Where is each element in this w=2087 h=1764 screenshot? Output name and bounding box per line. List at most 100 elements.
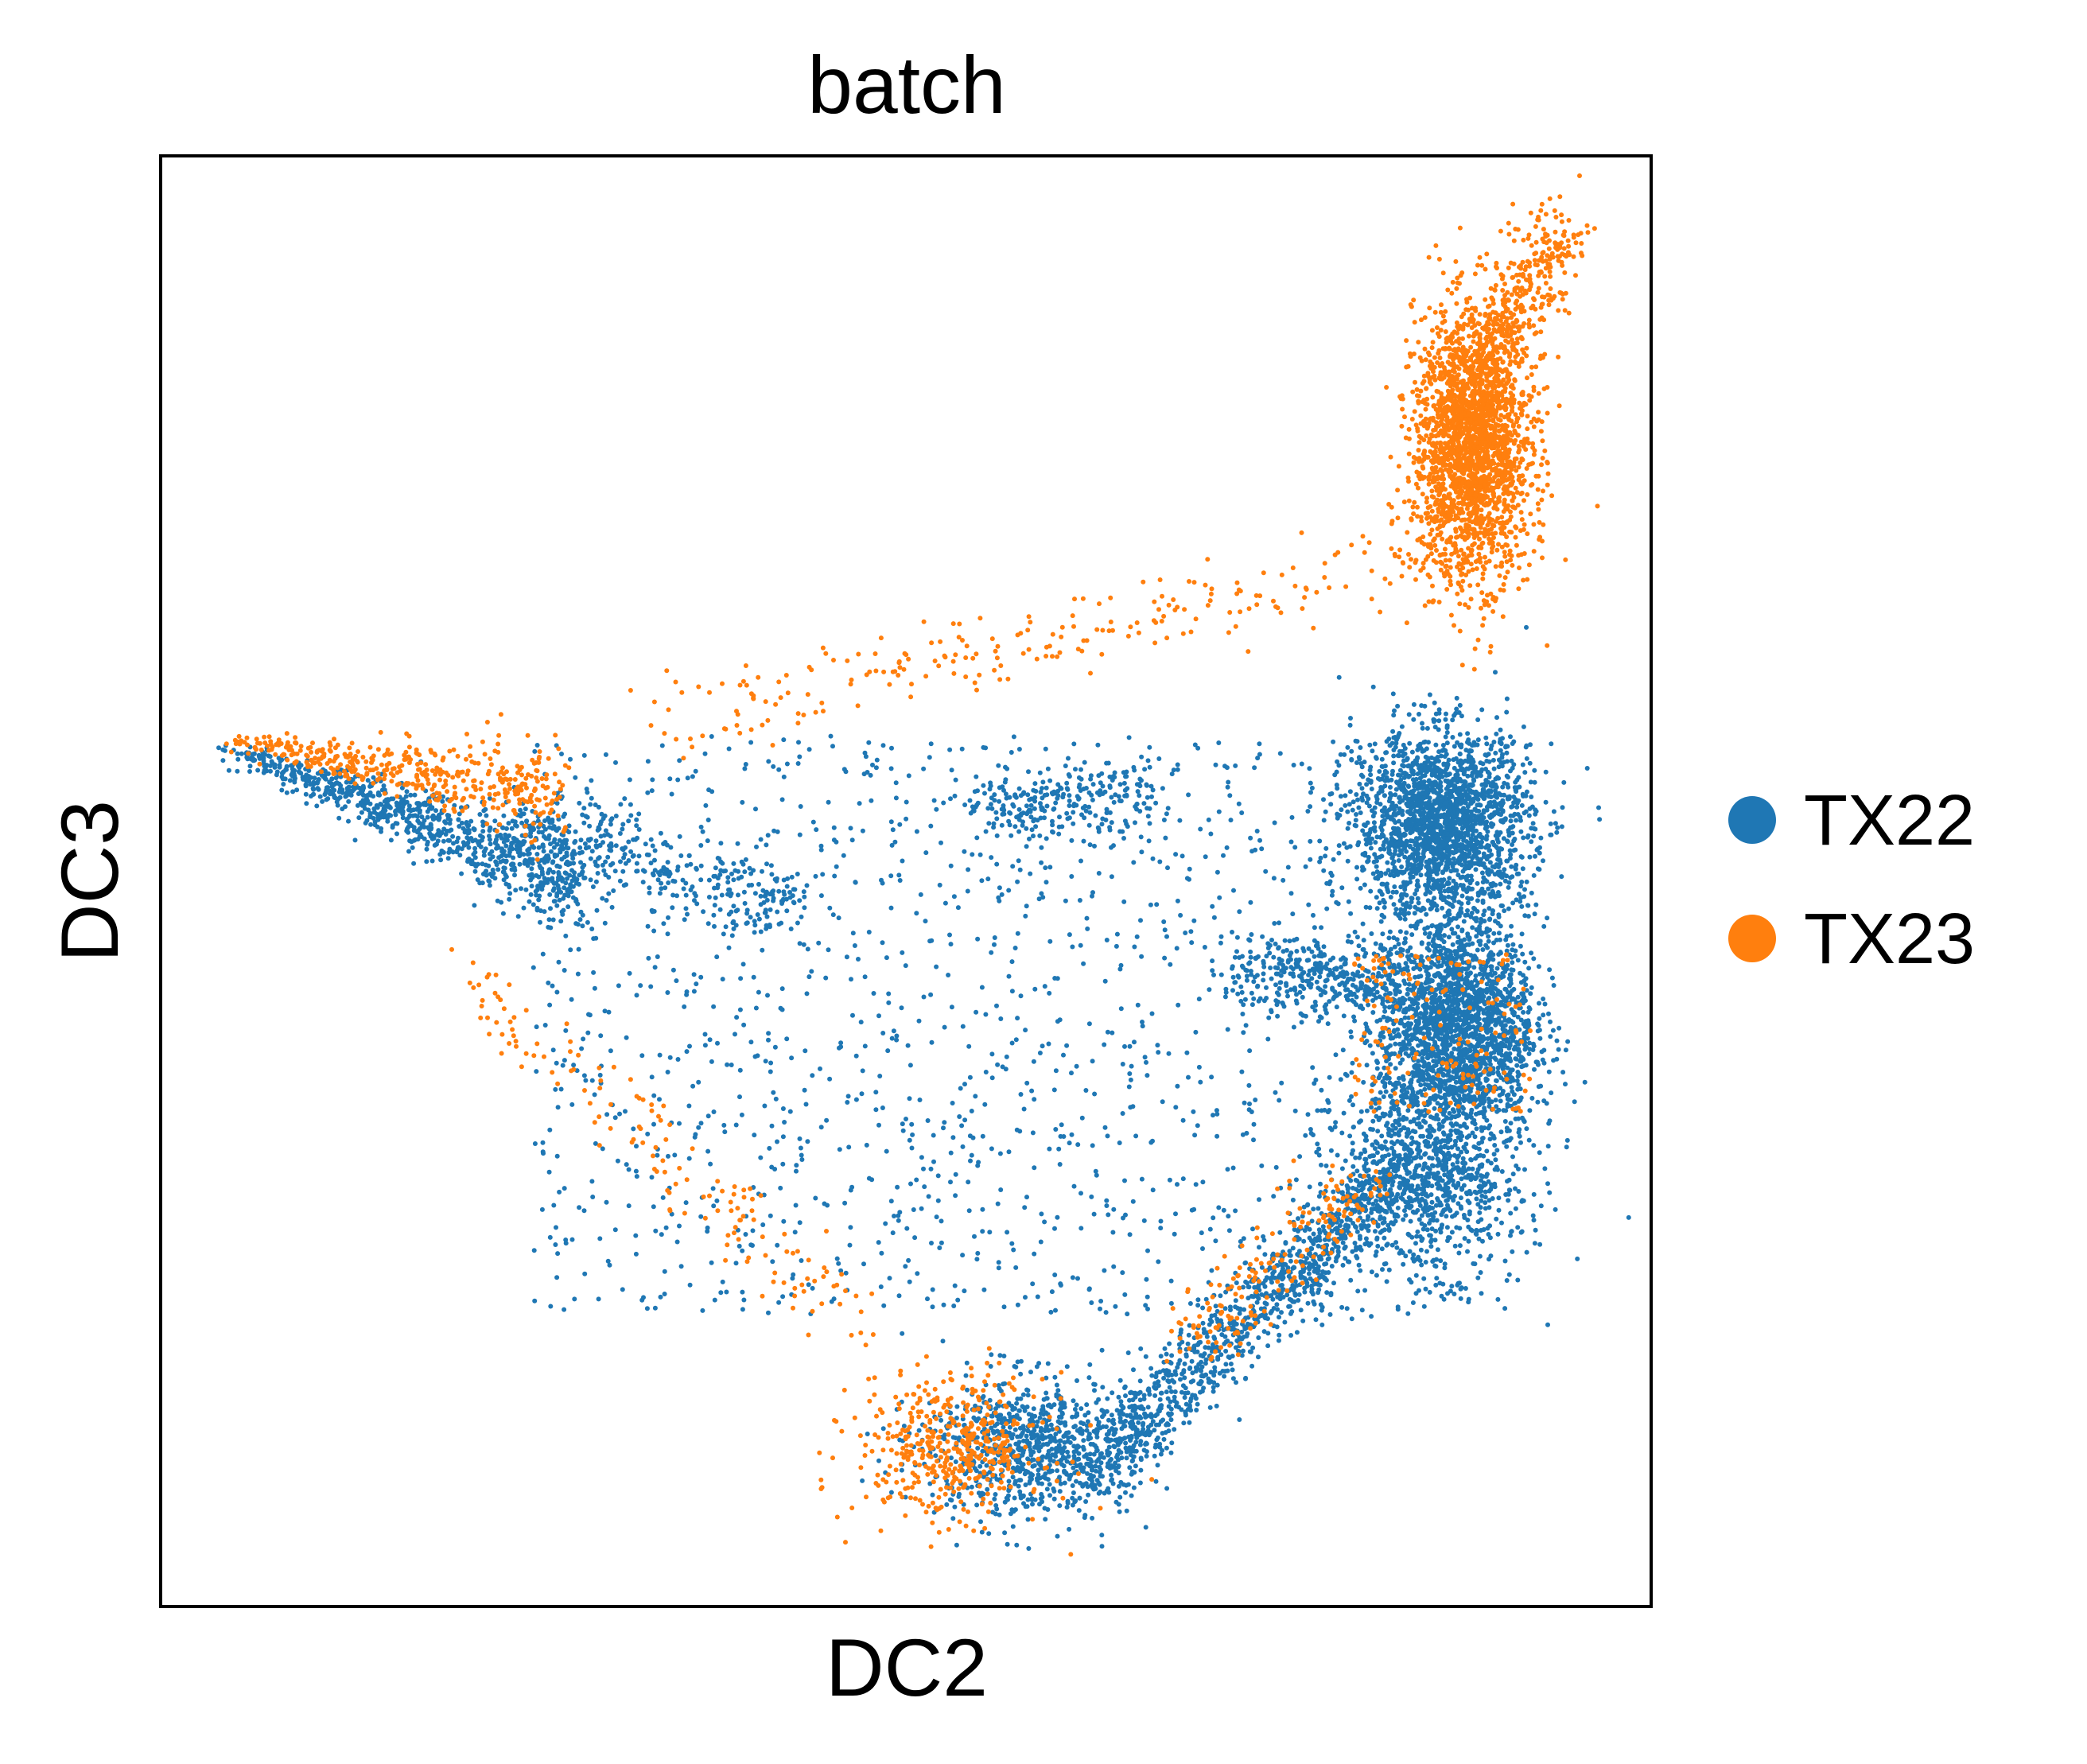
data-point	[1498, 727, 1503, 732]
data-point	[1516, 798, 1522, 803]
data-point	[1481, 1060, 1487, 1066]
data-point	[1451, 856, 1456, 861]
data-point	[1433, 759, 1439, 764]
data-point	[634, 823, 639, 829]
data-point	[534, 852, 540, 857]
data-point	[571, 861, 577, 866]
data-point	[1324, 906, 1330, 911]
data-point	[1362, 882, 1367, 888]
data-point	[589, 795, 594, 801]
data-point	[1524, 624, 1529, 630]
data-point	[419, 814, 425, 820]
data-point	[366, 807, 371, 813]
data-point	[402, 801, 407, 806]
data-point	[1418, 872, 1424, 878]
data-point	[535, 818, 541, 824]
data-point	[348, 788, 354, 794]
data-point	[684, 863, 690, 868]
data-point	[582, 875, 588, 880]
data-point	[1400, 798, 1405, 803]
data-point	[452, 802, 457, 808]
data-point	[1362, 822, 1367, 828]
data-point	[314, 803, 320, 809]
data-point	[1491, 842, 1497, 848]
data-point	[618, 802, 624, 807]
data-point	[776, 888, 782, 894]
data-point	[1418, 862, 1424, 868]
data-point	[1467, 971, 1472, 977]
data-point	[1380, 814, 1386, 819]
data-point	[588, 802, 593, 807]
data-point	[1533, 853, 1537, 859]
data-point	[1428, 782, 1432, 787]
data-point	[1369, 787, 1374, 791]
data-point	[386, 798, 391, 803]
data-point	[1503, 997, 1509, 1002]
data-point	[1458, 1195, 1463, 1201]
data-point	[388, 837, 394, 843]
data-point	[1336, 850, 1342, 856]
data-point	[600, 896, 605, 901]
data-point	[1374, 755, 1378, 760]
data-point	[1537, 1016, 1542, 1021]
data-point	[1506, 880, 1512, 885]
data-point	[1486, 938, 1491, 944]
data-point	[577, 881, 581, 887]
data-point	[1584, 766, 1590, 771]
data-point	[1436, 707, 1442, 713]
data-point	[449, 827, 454, 833]
data-point	[546, 817, 551, 822]
data-point	[644, 852, 650, 857]
data-point	[1389, 793, 1394, 798]
data-point	[1451, 757, 1456, 763]
data-point	[1391, 935, 1397, 941]
data-point	[1523, 809, 1529, 814]
data-point	[784, 884, 790, 889]
data-point	[1392, 884, 1397, 889]
data-point	[1499, 755, 1505, 760]
data-point	[1413, 904, 1418, 910]
data-point	[1421, 785, 1427, 791]
data-point	[1418, 763, 1424, 768]
data-point	[284, 763, 290, 769]
data-point	[1549, 832, 1554, 837]
data-point	[494, 845, 499, 851]
data-point	[1473, 821, 1479, 826]
data-point	[578, 860, 583, 865]
data-point	[262, 752, 267, 757]
data-point	[1467, 748, 1473, 753]
data-point	[268, 768, 273, 774]
data-point	[1436, 852, 1441, 857]
data-point	[1418, 1133, 1424, 1139]
data-point	[281, 782, 286, 787]
data-point	[1498, 937, 1502, 942]
data-point	[1420, 725, 1425, 731]
data-point	[1441, 853, 1447, 858]
data-point	[1382, 783, 1388, 789]
data-point	[548, 906, 553, 911]
data-point	[301, 776, 305, 782]
data-point	[1374, 800, 1380, 805]
data-point	[765, 833, 771, 838]
data-point	[1506, 906, 1511, 911]
data-point	[1435, 868, 1440, 873]
data-point	[1493, 1098, 1498, 1103]
data-point	[1519, 931, 1525, 937]
data-point	[1510, 813, 1516, 818]
data-point	[1378, 834, 1383, 840]
data-point	[752, 919, 757, 924]
data-point	[1393, 1041, 1398, 1047]
data-point	[1361, 791, 1366, 797]
data-point	[1456, 788, 1462, 794]
data-point	[359, 791, 365, 797]
data-point	[1444, 730, 1450, 735]
data-point	[633, 837, 638, 842]
data-point	[1454, 695, 1459, 701]
data-point	[1346, 899, 1351, 904]
data-point	[1487, 906, 1492, 911]
data-point	[503, 843, 509, 849]
data-point	[1389, 831, 1394, 837]
data-point	[1426, 865, 1432, 870]
data-point	[1358, 885, 1363, 891]
data-point	[1514, 786, 1519, 791]
